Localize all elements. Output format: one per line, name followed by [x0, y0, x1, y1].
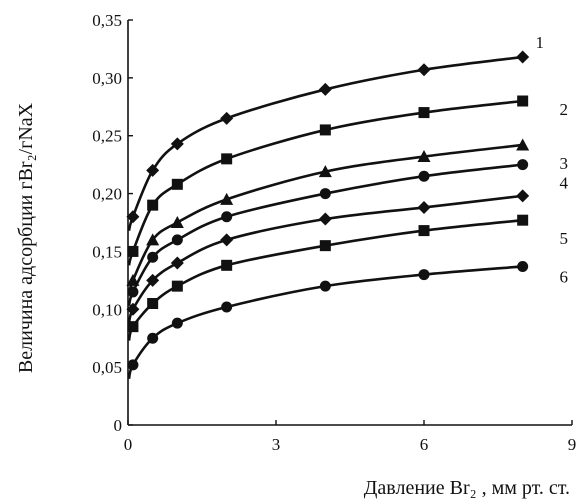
point-marker: [147, 298, 159, 309]
point-marker: [517, 159, 529, 171]
point-marker: [170, 216, 184, 228]
curve-6: [127, 218, 523, 341]
curve-labels: 1 2 34 5 6: [536, 33, 569, 286]
point-marker: [126, 273, 140, 286]
point-marker: [517, 214, 529, 226]
x-tick-label: 9: [568, 435, 577, 454]
point-marker: [418, 170, 430, 182]
curve-label-6: 6: [560, 267, 569, 286]
y-tick-label: 0,25: [92, 127, 122, 146]
point-marker: [170, 256, 184, 270]
point-marker: [127, 359, 139, 371]
point-marker: [319, 188, 331, 200]
point-marker: [418, 269, 430, 281]
point-marker: [220, 233, 234, 247]
point-marker: [147, 251, 159, 263]
curve-label-2: 2: [560, 100, 569, 119]
y-tick-label: 0,35: [92, 11, 122, 30]
curve-label-1: 1: [536, 33, 545, 52]
point-marker: [127, 286, 139, 298]
point-marker: [171, 178, 183, 190]
point-marker: [146, 163, 160, 177]
point-marker: [127, 321, 139, 333]
curve-label-3: 3: [560, 154, 569, 173]
y-tick-label: 0,15: [92, 242, 122, 261]
point-marker: [417, 63, 431, 77]
point-marker: [221, 211, 233, 223]
point-marker: [221, 301, 233, 313]
curve-label-5: 5: [560, 229, 569, 248]
point-marker: [127, 245, 139, 257]
curve-1: [127, 55, 523, 231]
point-marker: [417, 150, 431, 163]
point-marker: [318, 82, 332, 96]
point-marker: [319, 124, 331, 136]
point-marker: [170, 137, 184, 151]
y-tick-label: 0,10: [92, 300, 122, 319]
point-marker: [318, 212, 332, 226]
point-marker: [126, 302, 140, 316]
point-marker: [517, 260, 529, 272]
plot-axes: [127, 20, 572, 426]
axis-ticks: 0 0,05 0,10 0,15 0,20 0,25 0,30 0,35 0 3 6 9: [92, 11, 576, 454]
point-marker: [146, 233, 160, 246]
y-tick-label: 0,05: [92, 358, 122, 377]
y-axis-label: Величина адсорбции гBr₂/гNaX: [15, 102, 37, 373]
x-axis-label: Давление Br₂ , мм рт. ст.: [364, 477, 570, 499]
point-marker: [147, 199, 159, 211]
y-tick-label: 0,20: [92, 185, 122, 204]
point-marker: [220, 111, 234, 125]
point-marker: [417, 200, 431, 214]
point-marker: [220, 192, 234, 205]
curve-label-4: 4: [560, 174, 569, 193]
point-marker: [319, 240, 331, 252]
markers: [126, 50, 530, 371]
point-marker: [418, 225, 430, 237]
point-marker: [221, 259, 233, 271]
point-marker: [171, 234, 183, 246]
point-marker: [516, 138, 530, 151]
point-marker: [318, 165, 332, 178]
y-tick-label: 0,30: [92, 69, 122, 88]
point-marker: [517, 95, 529, 107]
point-marker: [171, 280, 183, 292]
x-tick-label: 6: [420, 435, 429, 454]
point-marker: [418, 107, 430, 119]
point-marker: [146, 273, 160, 287]
point-marker: [147, 332, 159, 344]
y-tick-label: 0: [114, 416, 123, 435]
point-marker: [221, 153, 233, 165]
point-marker: [516, 50, 530, 64]
point-marker: [171, 317, 183, 329]
point-marker: [319, 280, 331, 292]
x-tick-label: 3: [272, 435, 281, 454]
point-marker: [126, 210, 140, 224]
x-tick-label: 0: [124, 435, 133, 454]
point-marker: [516, 189, 530, 203]
